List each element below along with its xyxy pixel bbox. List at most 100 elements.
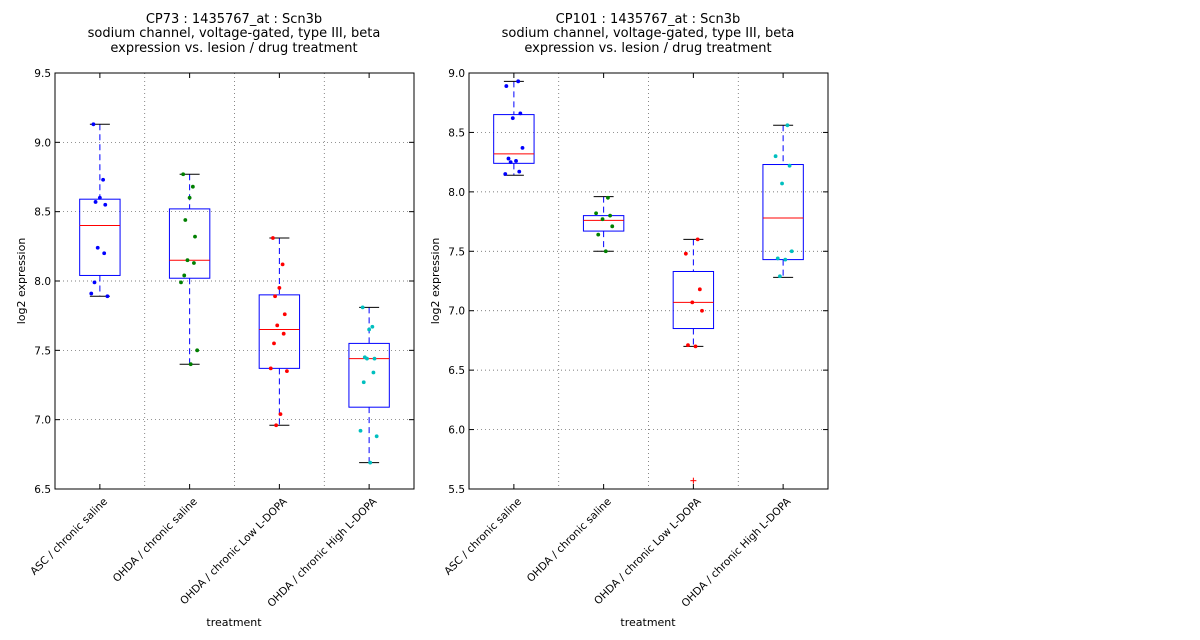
data-point	[282, 312, 287, 317]
data-point	[188, 362, 193, 367]
data-point	[780, 181, 784, 186]
y-tick-label: 8.0	[448, 187, 465, 199]
box	[168, 208, 211, 279]
y-tick-label: 7.0	[448, 306, 465, 318]
data-point	[785, 123, 790, 128]
data-point	[365, 356, 369, 361]
data-point	[361, 380, 366, 385]
x-tick-label: ASC / chronic saline	[442, 496, 524, 578]
data-point	[596, 232, 601, 237]
box	[493, 114, 535, 164]
y-tick-label: 7.5	[34, 345, 51, 357]
y-tick-label: 7.0	[34, 415, 51, 427]
data-point	[693, 344, 698, 349]
data-point	[783, 257, 788, 262]
chart-title-line-3: expression vs. lesion / drug treatment	[110, 41, 357, 56]
x-tick-label: OHDA / chronic Low L-DOPA	[592, 495, 704, 607]
data-point	[93, 200, 98, 204]
data-point	[789, 249, 794, 254]
data-point	[371, 370, 376, 375]
data-point	[91, 122, 96, 127]
y-tick-label: 7.5	[448, 246, 465, 258]
data-point	[603, 249, 608, 254]
data-point	[683, 251, 688, 256]
data-point	[518, 111, 523, 116]
data-point	[773, 154, 778, 159]
data-point	[606, 195, 610, 200]
data-point	[695, 237, 700, 242]
data-point	[281, 331, 286, 336]
data-point	[285, 369, 289, 374]
data-point	[370, 324, 375, 329]
chart-title-line-2: sodium channel, voltage-gated, type III,…	[502, 26, 795, 41]
data-point	[610, 224, 615, 229]
box-group	[493, 79, 535, 176]
box	[762, 164, 804, 261]
data-point	[514, 159, 518, 163]
y-tick-label: 6.5	[448, 365, 465, 377]
y-tick-label: 9.5	[34, 68, 51, 80]
x-tick-label: OHDA / chronic High L-DOPA	[679, 495, 794, 610]
data-point	[277, 286, 282, 290]
data-point	[183, 218, 188, 222]
y-tick-label: 8.5	[448, 127, 465, 139]
box	[348, 342, 390, 408]
data-point	[103, 202, 108, 207]
chart-panel-cp73: CP73 : 1435767_at : Scn3b sodium channel…	[15, 12, 415, 629]
plot-frame	[468, 72, 829, 490]
data-point	[506, 156, 511, 161]
box-group	[582, 195, 625, 254]
data-point	[600, 217, 605, 222]
plot-area: 6.5 7.0 7.5 8.0 8.5 9.0 9.5 ASC / chronic salin…	[28, 68, 415, 610]
data-point	[520, 145, 525, 150]
data-point	[504, 84, 509, 88]
box-group	[762, 123, 804, 279]
box-group	[168, 172, 211, 367]
data-point	[275, 323, 280, 328]
data-point	[503, 172, 508, 176]
data-point	[97, 195, 102, 200]
data-point	[190, 184, 195, 189]
x-tick-label: OHDA / chronic saline	[525, 496, 614, 585]
box	[582, 215, 625, 232]
data-point	[517, 169, 522, 174]
data-point	[594, 211, 598, 216]
data-point	[92, 280, 97, 285]
data-point	[358, 428, 363, 433]
data-point	[181, 172, 186, 177]
data-point	[374, 434, 379, 439]
data-point	[101, 177, 106, 182]
data-point	[280, 262, 285, 267]
data-point	[372, 356, 377, 361]
data-point	[775, 256, 780, 261]
data-point	[89, 291, 94, 296]
box-group	[672, 237, 715, 484]
data-point	[516, 79, 521, 84]
y-axis-label: log2 expression	[429, 238, 442, 325]
chart-title-line-1: CP101 : 1435767_at : Scn3b	[556, 12, 741, 27]
y-tick-label: 8.0	[34, 276, 51, 288]
x-tick-label: OHDA / chronic High L-DOPA	[265, 495, 380, 610]
data-point	[182, 273, 187, 278]
data-point	[102, 251, 107, 256]
chart-panel-cp101: CP101 : 1435767_at : Scn3b sodium channe…	[429, 12, 829, 629]
box-group	[79, 122, 121, 299]
plot-area: 5.5 6.0 6.5 7.0 7.5 8.0 8.5 9.0 ASC / chronic sa…	[442, 68, 829, 610]
y-tick-label: 9.0	[448, 68, 465, 80]
data-point	[608, 213, 612, 218]
data-point	[787, 163, 792, 168]
x-axis-label: treatment	[206, 616, 262, 629]
box	[79, 198, 121, 276]
data-point	[95, 245, 100, 250]
x-tick-label: OHDA / chronic Low L-DOPA	[178, 495, 290, 607]
x-tick-label: OHDA / chronic saline	[111, 496, 200, 585]
data-point	[368, 460, 373, 465]
data-point	[272, 341, 276, 346]
data-point	[185, 258, 190, 263]
data-point	[278, 412, 283, 417]
data-point	[271, 236, 275, 240]
box	[672, 270, 715, 330]
y-tick-label: 5.5	[448, 484, 465, 496]
box	[258, 294, 301, 369]
